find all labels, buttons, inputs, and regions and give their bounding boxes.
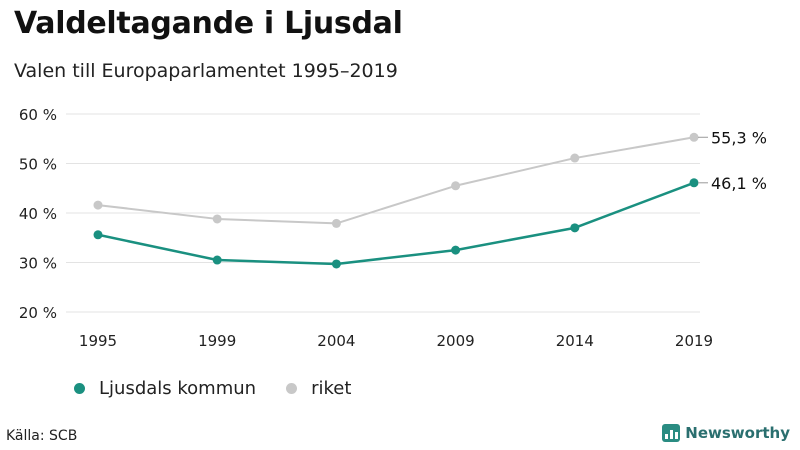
source-note: Källa: SCB xyxy=(6,428,78,444)
data-point-ljusdal xyxy=(212,255,222,265)
data-point-ljusdal xyxy=(93,230,103,240)
x-tick-label: 1995 xyxy=(79,332,117,350)
brand-name: Newsworthy xyxy=(685,424,790,442)
end-label-ljusdal: 46,1 % xyxy=(711,174,767,193)
data-point-ljusdal xyxy=(451,245,461,255)
x-tick-label: 2014 xyxy=(556,332,594,350)
line-chart: 20 % 30 % 40 % 50 % 60 % 1995 1999 2004 2009 2014… xyxy=(19,106,767,350)
x-tick-label: 2019 xyxy=(675,332,713,350)
legend-label-riket: riket xyxy=(311,378,352,399)
end-label-riket: 55,3 % xyxy=(711,128,767,147)
x-tick-label: 1999 xyxy=(198,332,236,350)
y-tick-label: 20 % xyxy=(19,304,57,322)
data-point-ljusdal xyxy=(570,223,580,233)
chart-subtitle: Valen till Europaparlamentet 1995–2019 xyxy=(14,60,398,82)
legend-marker-riket xyxy=(286,383,298,394)
x-tick-label: 2004 xyxy=(317,332,355,350)
data-point-riket xyxy=(212,214,222,224)
y-tick-label: 40 % xyxy=(19,205,57,223)
data-point-riket xyxy=(689,132,699,142)
data-point-riket xyxy=(331,218,341,228)
legend-item-ljusdal: Ljusdals kommun xyxy=(74,378,256,399)
legend: Ljusdals kommun riket xyxy=(74,378,381,399)
data-point-ljusdal xyxy=(689,178,699,188)
data-point-riket xyxy=(93,200,103,210)
series-line-riket xyxy=(97,136,695,225)
legend-item-riket: riket xyxy=(286,378,351,399)
x-tick-label: 2009 xyxy=(437,332,475,350)
data-point-riket xyxy=(451,181,461,191)
data-point-ljusdal xyxy=(331,259,341,269)
y-tick-label: 50 % xyxy=(19,156,57,174)
data-point-riket xyxy=(570,153,580,163)
legend-marker-ljusdal xyxy=(74,383,85,394)
brand-logo: Newsworthy xyxy=(662,424,790,442)
y-tick-label: 30 % xyxy=(19,255,57,273)
legend-label-ljusdal: Ljusdals kommun xyxy=(99,378,257,399)
chart-title: Valdeltagande i Ljusdal xyxy=(14,6,403,41)
y-tick-label: 60 % xyxy=(19,106,57,124)
series-line-ljusdal xyxy=(97,181,695,266)
bar-chart-logo-icon xyxy=(662,424,681,442)
